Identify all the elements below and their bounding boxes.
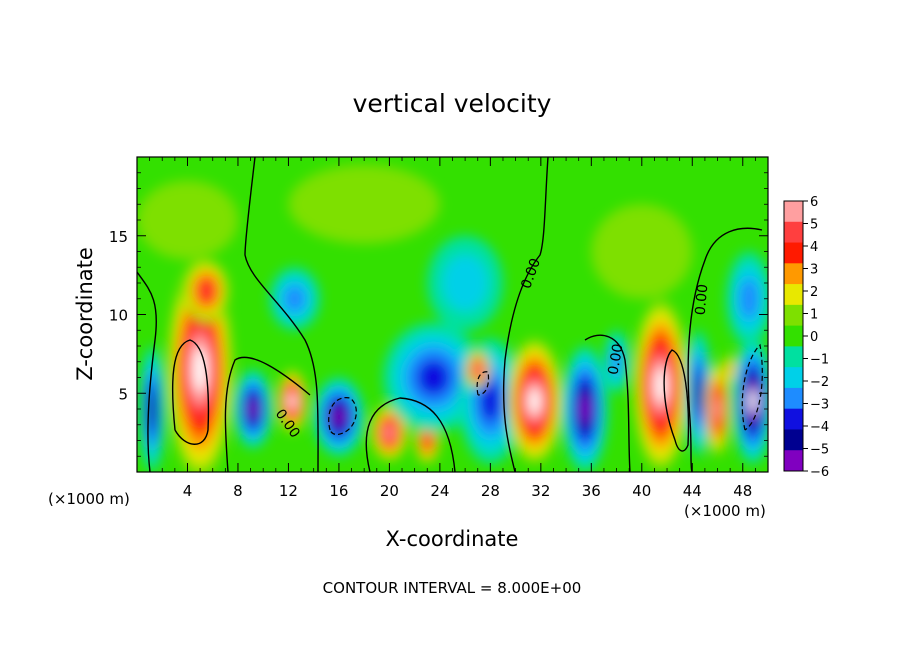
colorbar-swatch — [784, 201, 803, 223]
zero-contours — [137, 157, 763, 472]
negative-contour-line — [741, 343, 763, 431]
colorbar-label: −3 — [810, 398, 829, 413]
colorbar-swatch — [784, 346, 803, 368]
x-tick-label: 20 — [380, 482, 399, 500]
zero-contour-line — [584, 334, 631, 472]
zero-contour-line — [687, 227, 763, 472]
velocity-cell-18-6 — [714, 398, 721, 420]
y-tick-label: 10 — [109, 307, 128, 325]
colorbar-label: −4 — [810, 420, 829, 435]
x-tick-label: 12 — [279, 482, 298, 500]
x-tick-label: 28 — [481, 482, 500, 500]
colorbar-label: −5 — [810, 443, 829, 458]
x-tick-label: 32 — [531, 482, 550, 500]
x-tick-label: 36 — [582, 482, 601, 500]
x-tick-label: 48 — [733, 482, 752, 500]
colorbar-label: 1 — [810, 308, 818, 323]
velocity-cell-5-6 — [333, 407, 345, 426]
colorbar-label: 4 — [810, 240, 818, 255]
velocity-cell-22-2 — [611, 223, 673, 280]
chart-title: vertical velocity — [353, 89, 552, 118]
x-unit-right: (×1000 m) — [684, 502, 766, 520]
colorbar-label: 0 — [810, 330, 818, 345]
plot-area: 0.000.000.000.00 — [136, 156, 769, 473]
colorbar-label: −1 — [810, 353, 829, 368]
x-tick-label: 24 — [430, 482, 449, 500]
colorbar-label: −2 — [810, 375, 829, 390]
zero-contour-line — [663, 349, 690, 452]
colorbar-swatch — [784, 221, 803, 244]
x-tick-label: 40 — [632, 482, 651, 500]
velocity-cell-11-6 — [474, 365, 481, 375]
colorbar-swatch — [784, 367, 803, 389]
velocity-cell-17-5 — [695, 376, 702, 411]
velocity-cell-13-2 — [442, 254, 488, 312]
velocity-cell-15-3 — [611, 348, 622, 376]
x-axis-ticks: 4 8 12 16 20 24 28 32 36 40 44 48 — [149, 157, 756, 500]
velocity-cell-7-6 — [385, 426, 394, 440]
colorbar-swatch — [784, 387, 803, 410]
colorbar-swatch — [784, 325, 803, 347]
contour-label: 0.00 — [605, 343, 626, 376]
colorbar-swatch — [784, 450, 803, 472]
velocity-cell-20-7 — [748, 388, 757, 414]
colorbar-swatch — [784, 284, 803, 306]
zero-contour-line — [365, 397, 456, 472]
velocity-cell-21-3 — [739, 278, 759, 320]
colorbar-swatch — [784, 429, 803, 451]
velocity-cell-8-5 — [423, 434, 431, 447]
velocity-cell-23-1 — [137, 180, 238, 260]
zero-contour-line — [137, 271, 157, 472]
colorbar: 6 5 4 3 2 1 0 −1 −2 −3 −4 −5 −6 — [783, 195, 829, 480]
contour-label: 0.00 — [693, 283, 712, 315]
colorbar-label: 2 — [810, 285, 818, 300]
velocity-cell-6-3 — [283, 285, 306, 313]
colorbar-swatch — [784, 242, 803, 264]
zero-contour-line — [502, 157, 549, 472]
velocity-cell-1-5 — [200, 282, 213, 300]
x-tick-label: 4 — [183, 482, 193, 500]
y-tick-label: 15 — [109, 228, 128, 246]
velocity-cell-2-5 — [148, 391, 156, 427]
negative-contour-line — [328, 397, 357, 436]
velocity-cell-3-6 — [248, 399, 258, 419]
x-tick-label: 8 — [233, 482, 243, 500]
velocity-cell-24-1 — [288, 164, 440, 244]
x-axis-label: X-coordinate — [386, 527, 519, 551]
velocity-cell-14-6 — [579, 394, 591, 424]
x-tick-label: 44 — [683, 482, 702, 500]
colorbar-label: −6 — [810, 465, 829, 480]
zero-contour-line — [171, 339, 210, 445]
velocity-cell-12-7 — [528, 388, 541, 414]
y-axis-ticks: 5 10 15 — [109, 172, 768, 457]
colorbar-label: 3 — [810, 263, 818, 278]
contour-interval-note: CONTOUR INTERVAL = 8.000E+00 — [323, 579, 582, 597]
colorbar-label: 6 — [810, 195, 818, 210]
negative-contour-line — [476, 371, 490, 396]
colorbar-swatch — [784, 263, 803, 285]
velocity-field — [137, 164, 768, 472]
colorbar-swatch — [784, 408, 803, 430]
velocity-cell-0-7 — [193, 347, 207, 392]
velocity-cell-16-7 — [655, 368, 667, 403]
x-tick-label: 16 — [329, 482, 348, 500]
zero-contour-line — [244, 157, 319, 472]
x-unit-left: (×1000 m) — [48, 490, 130, 508]
velocity-cell-4-7 — [289, 394, 296, 408]
velocity-cell-19-3 — [726, 362, 734, 377]
velocity-cell-9-4 — [416, 359, 451, 396]
colorbar-swatch — [784, 304, 803, 327]
y-tick-label: 5 — [118, 385, 128, 403]
zero-contour-line — [224, 356, 311, 472]
colorbar-label: 5 — [810, 218, 818, 233]
y-axis-label: Z-coordinate — [73, 247, 97, 381]
